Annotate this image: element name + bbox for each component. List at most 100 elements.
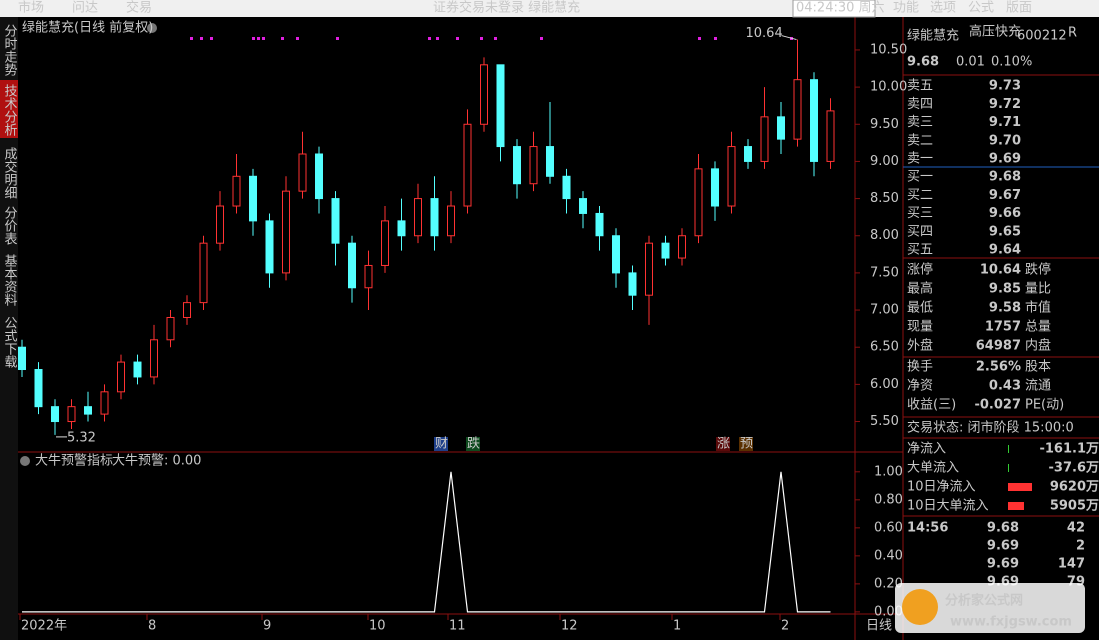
candle-body (133, 361, 142, 378)
candle-body (216, 205, 224, 244)
menu-item[interactable]: 版面 (1006, 1, 1032, 16)
candle-body (546, 146, 554, 177)
y-tick-label: 10.00 (870, 80, 907, 95)
menu-item[interactable]: 功能 (893, 1, 919, 16)
stock-tag: 高压快充 (969, 24, 1021, 40)
price-pct: 0.10% (991, 55, 1032, 70)
candle-body (661, 242, 670, 259)
book-label: 买三 (907, 206, 933, 221)
period-label[interactable]: 日线 (866, 619, 892, 634)
stock-name: 绿能慧充 (907, 28, 959, 44)
book-label: 卖三 (907, 115, 933, 130)
clock-box (792, 0, 876, 18)
candle-body (694, 168, 703, 237)
flow-label: 10日净流入 (907, 480, 976, 495)
tick-volume: 42 (1067, 521, 1085, 536)
candle-body (381, 220, 389, 266)
stat-label: 跌停 (1025, 262, 1051, 278)
book-price: 9.68 (989, 170, 1021, 185)
stat-label: 净资 (907, 379, 933, 394)
candle-body (810, 79, 818, 162)
tick-volume: 2 (1076, 539, 1085, 554)
title-menu-icon[interactable] (147, 23, 157, 33)
indicator-line (22, 471, 831, 613)
book-label: 买二 (907, 188, 933, 203)
book-label: 买一 (907, 170, 933, 185)
side-tab[interactable]: 分价表 (2, 206, 18, 245)
indicator-title: 大牛预警指标 (35, 453, 113, 469)
event-label[interactable]: 跌 (467, 436, 480, 452)
book-label: 买四 (907, 224, 933, 239)
flow-value: 9620万 (1050, 480, 1099, 495)
x-tick-label: 12 (561, 619, 578, 634)
menu-item[interactable]: 选项 (930, 1, 956, 16)
event-tag[interactable] (739, 437, 753, 451)
flow-bar (1008, 483, 1032, 491)
y-tick-label: 10.50 (870, 42, 907, 57)
candle-body (397, 220, 406, 237)
event-tag[interactable] (434, 437, 448, 451)
indicator-readout: 大牛预警: 0.00 (112, 453, 201, 469)
stat-label: 现量 (907, 320, 933, 335)
stat-value: 9.58 (989, 301, 1021, 316)
y-tick-label: 9.50 (870, 117, 899, 132)
y-tick-label: 9.00 (870, 154, 899, 169)
event-label[interactable]: 涨 (717, 437, 730, 452)
candle-body (282, 190, 290, 274)
book-price: 9.66 (989, 206, 1021, 221)
stat-label: 市值 (1025, 300, 1051, 316)
stock-code: 600212 (1017, 29, 1067, 44)
book-price: 9.64 (989, 243, 1021, 258)
book-label: 卖二 (907, 133, 933, 148)
x-tick-label: 2022年 (21, 619, 67, 634)
candle-body (364, 264, 373, 289)
y-tick-label: 8.50 (870, 191, 899, 206)
menu-item[interactable]: 问达 (72, 1, 98, 16)
tick-price: 9.69 (987, 557, 1019, 572)
side-tab[interactable]: 基本资料 (2, 254, 18, 306)
y-tick-label: 7.00 (870, 303, 899, 318)
menu-item[interactable]: 交易 (126, 0, 152, 16)
x-tick-label: 2 (781, 619, 789, 634)
menu-item[interactable]: 市场 (18, 0, 44, 16)
stat-label: 换手 (907, 360, 933, 375)
candle-body (430, 198, 439, 237)
candle-body (166, 316, 175, 341)
candle-body (760, 116, 769, 162)
x-tick-label: 1 (673, 619, 681, 634)
candle-body (645, 242, 653, 296)
watermark-logo (902, 589, 938, 625)
candle-body (232, 175, 241, 207)
side-tab[interactable]: 成交明细 (2, 147, 18, 199)
menu-item[interactable]: 公式 (968, 1, 994, 16)
event-tag[interactable] (716, 437, 730, 451)
event-label[interactable]: 财 (435, 437, 448, 452)
candle-body (513, 146, 521, 185)
watermark-url: www.fxjgsw.com (950, 615, 1072, 630)
candle-body (315, 153, 323, 200)
candle-body (678, 235, 686, 259)
x-tick-label: 11 (449, 619, 466, 634)
candle-body (579, 198, 587, 214)
book-price: 9.69 (989, 152, 1021, 167)
event-tag[interactable] (466, 437, 480, 451)
book-label: 卖一 (907, 152, 933, 167)
side-bar (0, 17, 18, 640)
event-label[interactable]: 预 (740, 437, 753, 452)
flow-value: -161.1万 (1039, 442, 1099, 457)
side-tab[interactable]: 分时走势 (2, 24, 18, 77)
tick-volume: 147 (1058, 557, 1085, 572)
side-tab[interactable]: 技术分析 (2, 84, 18, 136)
flow-bar (1008, 445, 1009, 453)
low-label: 5.32 (67, 430, 96, 445)
candle-body (711, 168, 719, 207)
y-tick-label: 6.00 (870, 377, 899, 392)
watermark-name: 分析家公式网 (945, 593, 1023, 609)
indicator-menu-icon[interactable] (20, 456, 30, 466)
candle-body (414, 198, 422, 237)
stat-label: 总量 (1025, 320, 1051, 335)
candle-body (480, 64, 488, 125)
flow-label: 大单流入 (907, 461, 959, 476)
side-tab[interactable]: 公式下载 (2, 316, 18, 369)
